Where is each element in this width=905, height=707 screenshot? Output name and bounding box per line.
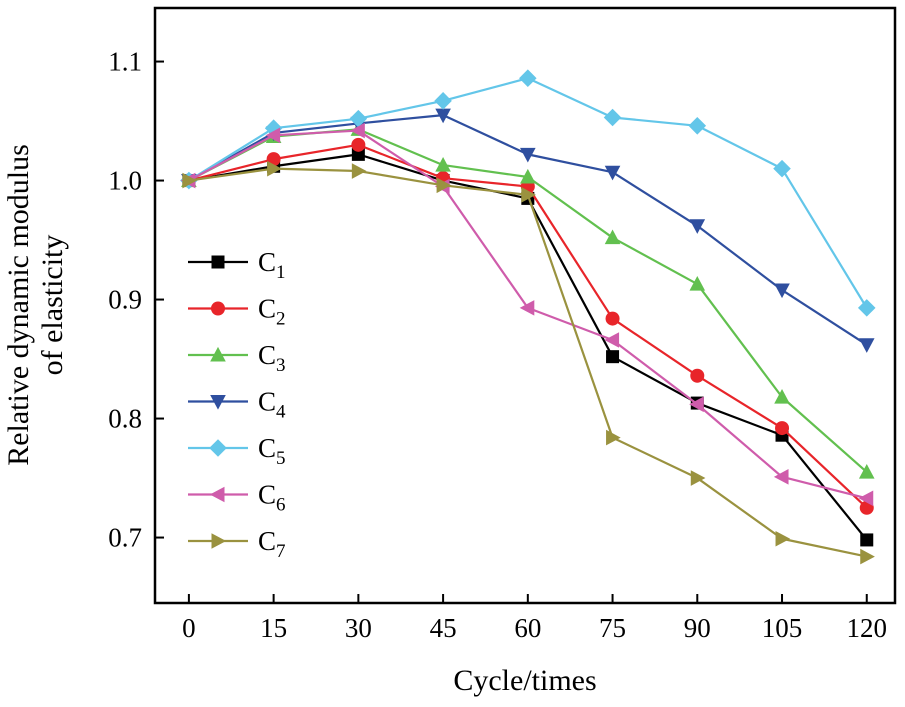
triangle-left-marker <box>519 300 535 316</box>
square-marker <box>860 533 874 547</box>
diamond-marker <box>773 159 791 178</box>
triangle-left-marker <box>773 469 789 485</box>
legend-item-C5: C5 <box>188 433 286 469</box>
x-tick-label: 105 <box>762 613 803 643</box>
series-C1 <box>182 147 874 547</box>
square-marker <box>606 350 620 364</box>
triangle-down-marker <box>689 219 706 234</box>
diamond-marker <box>857 299 876 317</box>
legend-label-C4: C4 <box>258 387 286 423</box>
y-axis-title-line1: Relative dynamic modulus <box>2 144 35 466</box>
plot-frame <box>153 6 897 605</box>
triangle-left-marker <box>265 127 281 144</box>
legend-label-C7: C7 <box>258 526 286 562</box>
triangle-up-marker <box>435 156 451 172</box>
series-C7-line <box>187 167 868 558</box>
triangle-right-marker <box>351 163 367 179</box>
triangle-down-marker <box>858 338 875 353</box>
diamond-marker <box>349 109 368 128</box>
x-tick-label: 90 <box>684 613 711 643</box>
triangle-right-marker <box>860 548 875 565</box>
series-C7 <box>182 160 875 565</box>
triangle-up-marker <box>520 168 536 184</box>
y-tick-label: 0.9 <box>108 285 142 315</box>
x-axis-title: Cycle/times <box>453 664 596 697</box>
legend-item-C4: C4 <box>188 387 286 423</box>
legend-item-C1: C1 <box>188 247 286 283</box>
diamond-marker <box>603 108 622 127</box>
series-C5 <box>180 69 876 317</box>
triangle-down-marker <box>604 165 621 181</box>
legend: C1 C2 C3 C4 C5 C6 C7 <box>188 247 286 562</box>
legend-label-C2: C2 <box>258 294 286 330</box>
triangle-down-marker <box>774 283 790 299</box>
circle-marker <box>775 421 790 436</box>
triangle-right-marker <box>775 530 791 547</box>
diamond-marker <box>209 439 227 457</box>
triangle-up-marker <box>689 275 706 291</box>
triangle-right-marker <box>521 187 536 203</box>
triangle-right-marker <box>182 172 198 189</box>
circle-marker <box>690 368 705 383</box>
triangle-left-marker <box>858 490 874 507</box>
diamond-marker <box>434 92 452 110</box>
legend-item-C7: C7 <box>188 526 286 562</box>
diamond-marker <box>519 69 537 87</box>
triangle-down-marker <box>435 108 451 124</box>
x-tick-label: 30 <box>345 613 372 643</box>
y-tick-label: 1.1 <box>108 47 142 77</box>
triangle-up-marker <box>774 389 790 404</box>
triangle-left-marker <box>604 332 620 348</box>
square-marker <box>211 255 225 269</box>
triangle-down-marker <box>210 395 226 410</box>
triangle-right-marker <box>436 177 452 194</box>
legend-label-C1: C1 <box>258 247 286 283</box>
x-tick-label: 75 <box>599 613 626 643</box>
diamond-marker <box>688 117 707 135</box>
triangle-left-marker <box>689 396 704 413</box>
data-series <box>180 69 876 565</box>
triangle-up-marker <box>604 229 621 245</box>
legend-label-C3: C3 <box>258 340 286 376</box>
x-tick-label: 0 <box>182 613 196 643</box>
y-tick-label: 0.7 <box>108 523 142 553</box>
triangle-up-marker <box>210 346 226 362</box>
series-C1-line <box>187 153 868 542</box>
triangle-left-marker <box>209 486 225 503</box>
axis-ticks: 0 15 30 45 60 75 90 105 120 0.7 0.8 0.9 1.0 1.1 <box>108 47 887 643</box>
x-tick-label: 120 <box>847 613 888 643</box>
x-tick-label: 15 <box>260 613 287 643</box>
legend-item-C3: C3 <box>188 340 286 376</box>
legend-item-C2: C2 <box>188 294 286 330</box>
legend-item-C6: C6 <box>188 480 286 516</box>
x-tick-label: 45 <box>430 613 457 643</box>
triangle-right-marker <box>211 533 227 549</box>
triangle-left-marker <box>350 122 365 139</box>
triangle-right-marker <box>606 429 621 446</box>
triangle-down-marker <box>520 147 536 163</box>
circle-marker <box>605 311 620 326</box>
triangle-right-marker <box>690 470 706 486</box>
square-marker <box>351 147 365 161</box>
y-tick-label: 1.0 <box>108 166 142 196</box>
series-C3 <box>181 121 875 479</box>
triangle-up-marker <box>858 463 875 479</box>
circle-marker <box>211 301 225 316</box>
triangle-right-marker <box>267 160 282 177</box>
legend-label-C6: C6 <box>258 480 286 516</box>
circle-marker <box>351 137 366 152</box>
legend-label-C5: C5 <box>258 433 286 469</box>
x-tick-label: 60 <box>514 613 541 643</box>
y-tick-label: 0.8 <box>108 404 142 434</box>
y-axis-title-line2: of elasticity <box>36 235 69 376</box>
